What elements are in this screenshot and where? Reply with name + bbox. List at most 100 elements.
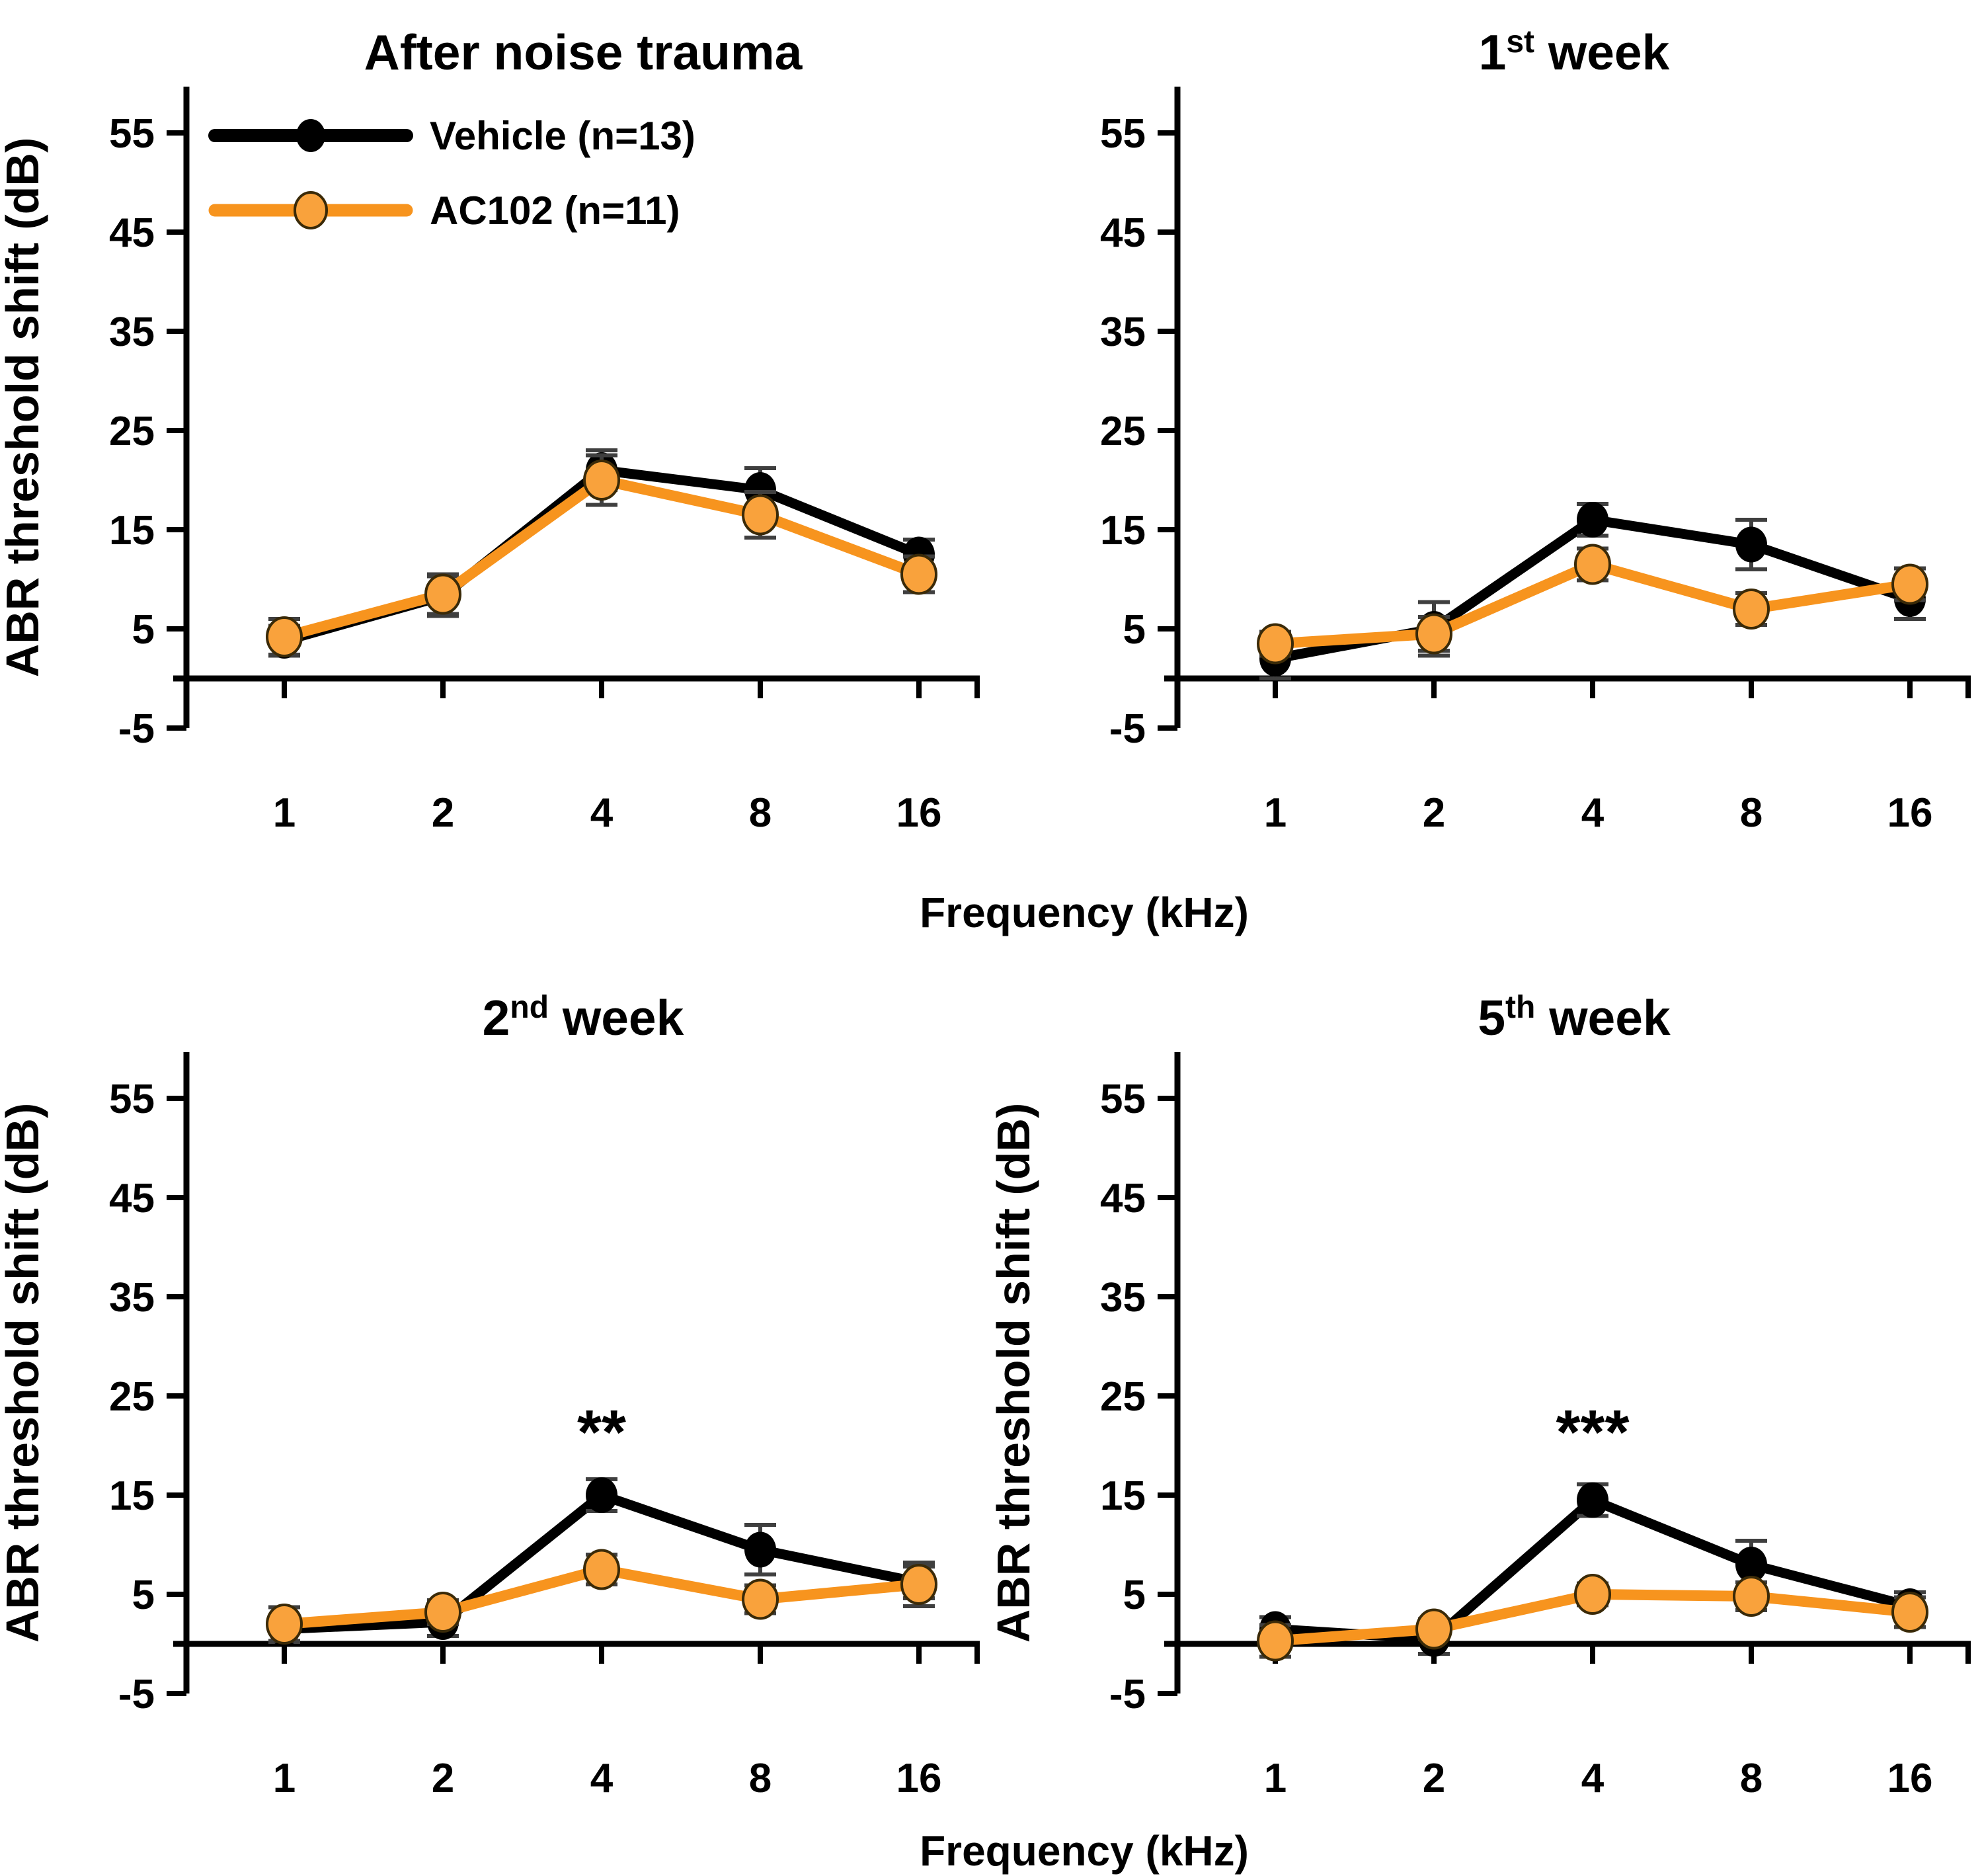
x-tick-label: 1 <box>1264 790 1287 836</box>
x-axis-label-bottom: Frequency (kHz) <box>920 1827 1249 1875</box>
y-tick-label: -5 <box>118 1672 155 1717</box>
marker-ac102 <box>900 553 937 595</box>
y-tick-label: 15 <box>1100 508 1146 553</box>
marker-ac102 <box>1415 613 1452 655</box>
x-tick-label: 4 <box>590 1756 614 1801</box>
x-axis-label-top: Frequency (kHz) <box>920 889 1249 936</box>
marker-ac102 <box>583 460 620 501</box>
x-tick-label: 1 <box>1264 1756 1287 1801</box>
marker-vehicle <box>586 1477 617 1513</box>
y-tick-label: 55 <box>109 111 155 157</box>
x-tick-label: 8 <box>749 790 772 836</box>
x-tick-label: 2 <box>432 1756 454 1801</box>
marker-ac102 <box>266 1604 303 1645</box>
x-tick-label: 8 <box>1740 1756 1763 1801</box>
x-tick-label: 16 <box>896 790 942 836</box>
y-tick-label: -5 <box>1109 1672 1146 1717</box>
x-tick-label: 2 <box>1423 1756 1445 1801</box>
y-tick-label: 15 <box>109 508 155 553</box>
y-axis-label: ABR threshold shift (dB) <box>991 1103 1039 1643</box>
series-vehicle <box>1259 502 1926 680</box>
legend-marker-vehicle <box>296 119 325 152</box>
y-tick-label: 55 <box>109 1077 155 1122</box>
x-tick-label: 2 <box>432 790 454 836</box>
marker-ac102 <box>1733 1576 1770 1617</box>
y-tick-label: 55 <box>1100 111 1146 157</box>
marker-vehicle <box>1735 1547 1767 1582</box>
series-line-vehicle <box>1270 1495 1915 1644</box>
marker-ac102 <box>1257 623 1294 665</box>
marker-vehicle <box>1577 1482 1608 1518</box>
y-tick-label: 45 <box>1100 1176 1146 1221</box>
series-ac102 <box>1257 1574 1928 1662</box>
x-tick-label: 8 <box>749 1756 772 1801</box>
marker-vehicle <box>1577 502 1608 538</box>
series-ac102 <box>266 1549 937 1645</box>
marker-ac102 <box>1891 563 1928 605</box>
x-tick-label: 16 <box>896 1756 942 1801</box>
series-ac102 <box>1257 544 1928 665</box>
y-tick-label: 15 <box>1100 1473 1146 1519</box>
y-tick-label: -5 <box>118 706 155 752</box>
legend-marker-ac102 <box>294 191 328 229</box>
y-tick-label: 45 <box>109 1176 155 1221</box>
x-tick-label: 1 <box>273 790 296 836</box>
series-ac102 <box>266 453 937 657</box>
significance-stars: ** <box>577 1397 626 1467</box>
y-tick-label: 15 <box>109 1473 155 1519</box>
marker-ac102 <box>583 1549 620 1590</box>
marker-ac102 <box>900 1564 937 1605</box>
y-tick-label: 35 <box>109 309 155 355</box>
top-row: After noise trauma ABR threshold shift (d… <box>0 24 1971 936</box>
marker-vehicle <box>744 1531 776 1568</box>
x-tick-label: 16 <box>1887 1756 1933 1801</box>
x-tick-label: 4 <box>1581 1756 1605 1801</box>
panel-title: 5th week <box>1478 990 1671 1045</box>
legend-label-vehicle: Vehicle (n=13) <box>430 114 695 158</box>
legend: Vehicle (n=13) AC102 (n=11) <box>208 114 695 233</box>
y-tick-label: 45 <box>1100 210 1146 256</box>
marker-ac102 <box>424 573 461 615</box>
panel-title: 1st week <box>1479 24 1670 80</box>
y-tick-label: 25 <box>109 409 155 454</box>
x-tick-label: 4 <box>590 790 614 836</box>
y-tick-label: 5 <box>1123 607 1146 653</box>
y-tick-label: 25 <box>1100 1374 1146 1420</box>
y-tick-label: 35 <box>1100 309 1146 355</box>
y-tick-label: 25 <box>1100 409 1146 454</box>
bottom-row: 2nd week ABR threshold shift (dB) 55 45 35 25… <box>0 965 1982 1876</box>
marker-ac102 <box>424 1592 461 1633</box>
y-tick-label: 5 <box>132 1572 155 1618</box>
marker-ac102 <box>1574 544 1611 585</box>
marker-ac102 <box>266 616 303 657</box>
legend-label-ac102: AC102 (n=11) <box>430 188 680 233</box>
panel-title: After noise trauma <box>364 24 803 80</box>
y-axis-label: ABR threshold shift (dB) <box>0 138 48 678</box>
y-tick-label: 5 <box>132 607 155 653</box>
marker-vehicle <box>1735 526 1767 563</box>
x-tick-label: 1 <box>273 1756 296 1801</box>
marker-ac102 <box>1574 1574 1611 1615</box>
y-tick-label: 35 <box>1100 1275 1146 1321</box>
marker-ac102 <box>1257 1620 1294 1662</box>
x-tick-label: 16 <box>1887 790 1933 836</box>
y-tick-label: -5 <box>1109 706 1146 752</box>
y-tick-label: 35 <box>109 1275 155 1321</box>
y-axis-label: ABR threshold shift (dB) <box>0 1103 48 1643</box>
x-tick-label: 4 <box>1581 790 1605 836</box>
panel-after-noise-trauma: After noise trauma ABR threshold shift (d… <box>0 24 980 836</box>
marker-ac102 <box>742 1578 779 1620</box>
significance-stars: *** <box>1556 1397 1630 1467</box>
marker-ac102 <box>742 494 779 536</box>
panel-fifth-week: 5th week ABR threshold shift (dB) 55 45 35 25… <box>991 990 1971 1801</box>
y-tick-label: 25 <box>109 1374 155 1420</box>
x-tick-label: 2 <box>1423 790 1445 836</box>
x-tick-label: 8 <box>1740 790 1763 836</box>
y-tick-label: 55 <box>1100 1077 1146 1122</box>
panel-title: 2nd week <box>483 990 684 1045</box>
marker-ac102 <box>1891 1592 1928 1633</box>
marker-ac102 <box>1415 1608 1452 1650</box>
panel-first-week: 1st week 55 45 35 25 15 5 -5 1 2 4 8 16 <box>1100 24 1971 836</box>
